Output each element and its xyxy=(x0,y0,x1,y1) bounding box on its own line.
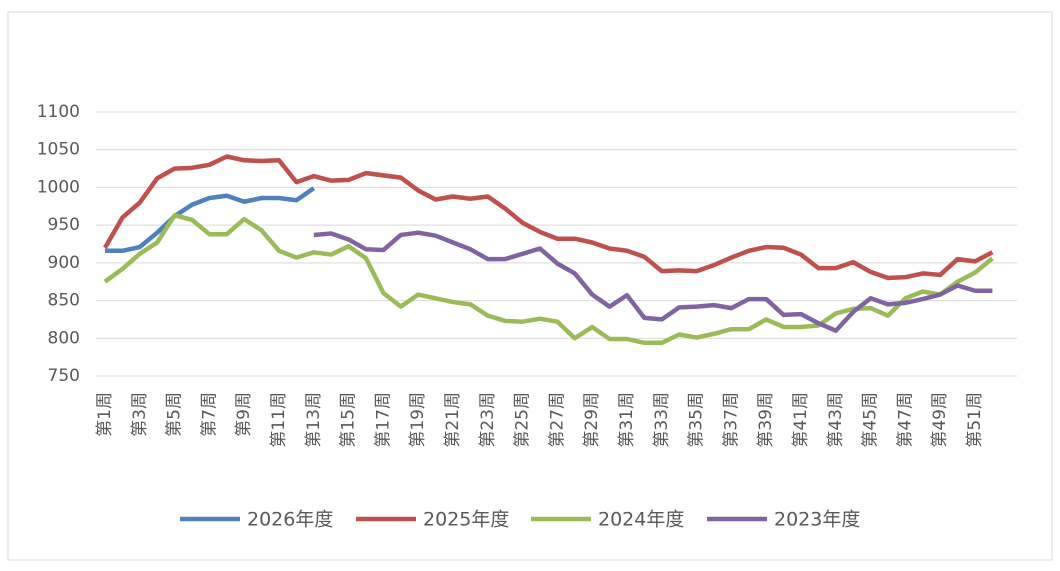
x-tick-label: 第33周 xyxy=(652,392,672,448)
x-tick-label: 第51周 xyxy=(965,392,985,448)
x-tick-label: 第1周 xyxy=(95,392,115,437)
series-line xyxy=(103,213,994,346)
legend-label: 2025年度 xyxy=(423,509,509,531)
y-tick-label: 1050 xyxy=(37,140,80,160)
legend-item: 2023年度 xyxy=(707,509,860,531)
x-tick-label: 第7周 xyxy=(199,392,219,437)
legend-item: 2026年度 xyxy=(180,509,333,531)
legend-item: 2025年度 xyxy=(356,509,509,531)
x-tick-label: 第15周 xyxy=(339,392,359,448)
x-tick-label: 第41周 xyxy=(791,392,811,448)
series-line xyxy=(103,154,994,281)
y-tick-label: 850 xyxy=(48,291,80,311)
x-tick-label: 第29周 xyxy=(582,392,602,448)
x-tick-label: 第11周 xyxy=(269,392,289,448)
x-tick-label: 第9周 xyxy=(234,392,254,437)
y-tick-label: 1000 xyxy=(37,177,80,197)
x-tick-label: 第19周 xyxy=(408,392,428,448)
x-tick-label: 第49周 xyxy=(930,392,950,448)
x-tick-label: 第27周 xyxy=(547,392,567,448)
y-tick-label: 950 xyxy=(48,215,80,235)
legend-label: 2023年度 xyxy=(774,509,860,531)
x-tick-label: 第21周 xyxy=(443,392,463,448)
series-line xyxy=(105,186,316,254)
x-tick-label: 第39周 xyxy=(756,392,776,448)
x-tick-label: 第47周 xyxy=(895,392,915,448)
x-tick-label: 第43周 xyxy=(826,392,846,448)
x-tick-label: 第31周 xyxy=(617,392,637,448)
x-tick-label: 第5周 xyxy=(165,392,185,437)
y-tick-label: 900 xyxy=(48,253,80,273)
x-tick-label: 第45周 xyxy=(861,392,881,448)
y-tick-label: 800 xyxy=(48,328,80,348)
x-tick-label: 第23周 xyxy=(478,392,498,448)
y-tick-label: 1100 xyxy=(37,102,80,122)
x-tick-label: 第13周 xyxy=(304,392,324,448)
y-tick-label: 750 xyxy=(48,366,80,386)
legend-label: 2024年度 xyxy=(598,509,684,531)
x-tick-label: 第25周 xyxy=(513,392,533,448)
x-tick-label: 第3周 xyxy=(130,392,150,437)
chart-border xyxy=(7,11,1053,561)
x-tick-label: 第35周 xyxy=(687,392,707,448)
series-line xyxy=(313,230,993,333)
x-tick-label: 第17周 xyxy=(373,392,393,448)
x-tick-label: 第37周 xyxy=(721,392,741,448)
legend-item: 2024年度 xyxy=(531,509,684,531)
legend-label: 2026年度 xyxy=(247,509,333,531)
